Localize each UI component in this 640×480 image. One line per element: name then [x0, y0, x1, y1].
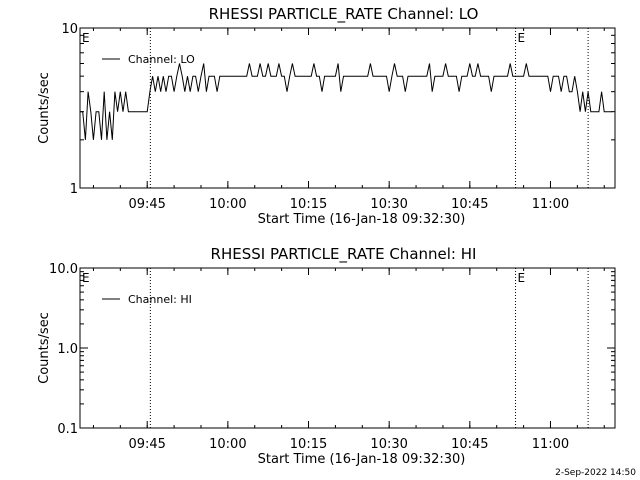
x-tick-label: 09:45	[128, 437, 165, 452]
event-label: E	[518, 271, 526, 285]
plot-frame	[79, 267, 616, 429]
lo-channel-panel: RHESSI PARTICLE_RATE Channel: LO 09:45 10:…	[37, 5, 616, 227]
event-label: E	[518, 31, 526, 45]
x-tick-label: 10:30	[370, 197, 407, 212]
event-label: E	[82, 271, 90, 285]
x-tick-label: 10:15	[290, 437, 327, 452]
x-tick-label: 10:30	[370, 437, 407, 452]
x-tick-label: 11:00	[532, 437, 569, 452]
x-tick-label: 10:45	[451, 197, 488, 212]
x-tick-label: 10:15	[290, 197, 327, 212]
x-tick-label: 10:00	[209, 197, 246, 212]
y-axis-label: Counts/sec	[37, 312, 52, 384]
y-tick-label: 10	[61, 22, 78, 37]
x-tick-label: 10:45	[451, 437, 488, 452]
y-tick-label: 1.0	[57, 342, 78, 357]
chart-title: RHESSI PARTICLE_RATE Channel: HI	[211, 245, 477, 264]
x-tick-label: 09:45	[128, 197, 165, 212]
series-line	[80, 63, 613, 140]
legend-label: Channel: HI	[128, 293, 192, 306]
plot-frame	[79, 27, 616, 189]
x-tick-label: 11:00	[532, 197, 569, 212]
x-tick-label: 10:00	[209, 437, 246, 452]
y-axis-label: Counts/sec	[37, 72, 52, 144]
hi-channel-panel: RHESSI PARTICLE_RATE Channel: HI 09:45 10:…	[37, 245, 616, 467]
datestamp: 2-Sep-2022 14:50	[555, 468, 636, 478]
event-label: E	[82, 31, 90, 45]
y-tick-label: 10.0	[49, 262, 78, 277]
legend-label: Channel: LO	[128, 53, 195, 66]
y-tick-label: 1	[70, 182, 78, 197]
x-axis-label: Start Time (16-Jan-18 09:32:30)	[258, 212, 466, 227]
chart-title: RHESSI PARTICLE_RATE Channel: LO	[209, 5, 479, 24]
y-tick-label: 0.1	[57, 422, 78, 437]
x-axis-label: Start Time (16-Jan-18 09:32:30)	[258, 452, 466, 467]
